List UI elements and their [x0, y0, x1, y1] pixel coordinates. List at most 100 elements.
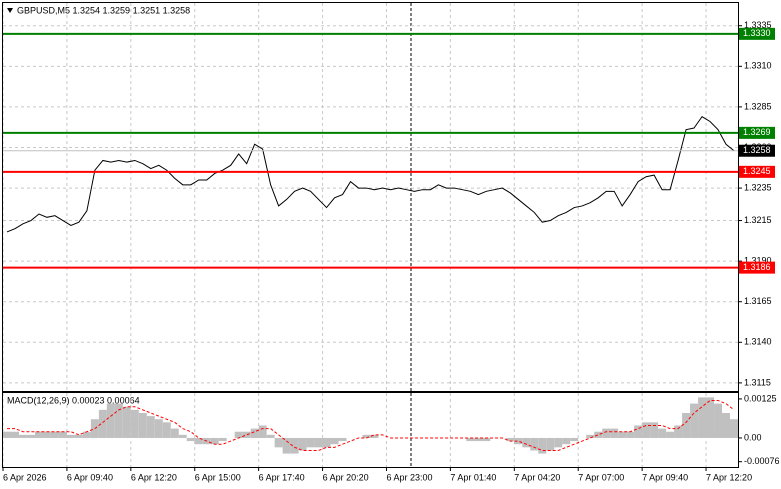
- macd-bar: [626, 431, 635, 438]
- macd-bar: [322, 437, 331, 448]
- macd-bar: [666, 431, 675, 438]
- macd-bar: [722, 412, 731, 438]
- macd-bar: [98, 409, 107, 438]
- macd-bar: [82, 431, 91, 438]
- y-tick-label: 1.3165: [744, 296, 772, 306]
- macd-bar: [562, 437, 571, 445]
- macd-bar: [306, 437, 315, 448]
- macd-bar: [58, 431, 67, 438]
- level-label-bg: [739, 165, 775, 178]
- level-label-bg: [739, 261, 775, 274]
- y-tick-label: 1.3285: [744, 101, 772, 111]
- macd-bar: [658, 428, 667, 438]
- y-tick-label: 1.3215: [744, 215, 772, 225]
- macd-bar: [634, 425, 643, 438]
- macd-bar: [594, 431, 603, 438]
- macd-bar: [298, 437, 307, 451]
- x-tick-label: 7 Apr 01:40: [450, 472, 496, 482]
- macd-bar: [698, 397, 707, 438]
- macd-bar: [602, 428, 611, 438]
- macd-bar: [194, 437, 203, 445]
- macd-bar: [218, 437, 227, 442]
- y-tick-label: 0.00: [744, 432, 762, 442]
- macd-bar: [234, 431, 243, 438]
- macd-bar: [618, 431, 627, 438]
- macd-bar: [162, 422, 171, 438]
- level-label: 1.3330: [743, 28, 771, 38]
- macd-bar: [66, 434, 75, 438]
- last-price-label: 1.3258: [743, 145, 771, 155]
- macd-bar: [138, 412, 147, 438]
- macd-bar: [690, 403, 699, 438]
- macd-bar: [106, 403, 115, 438]
- price-line: [6, 115, 735, 233]
- macd-bar: [266, 434, 275, 438]
- signal-line: [6, 399, 735, 451]
- macd-bar: [682, 412, 691, 438]
- y-tick-label: 1.3235: [744, 182, 772, 192]
- main-frame: [2, 2, 739, 392]
- macd-bar: [10, 431, 19, 438]
- macd-bar: [330, 437, 339, 445]
- macd-bar: [714, 403, 723, 438]
- macd-bar: [34, 431, 43, 438]
- y-tick-label: -0.00076: [744, 456, 780, 466]
- macd-bar: [362, 434, 371, 438]
- macd-bar: [258, 425, 267, 438]
- level-label: 1.3186: [743, 262, 771, 272]
- macd-bar: [522, 437, 531, 448]
- level-label-bg: [739, 126, 775, 139]
- macd-bar: [250, 428, 259, 438]
- x-tick-label: 6 Apr 2026: [3, 472, 47, 482]
- macd-bar: [210, 437, 219, 445]
- x-tick-label: 6 Apr 20:20: [323, 472, 369, 482]
- macd-bar: [370, 434, 379, 438]
- level-label-bg: [739, 27, 775, 40]
- y-tick-label: 0.00125: [744, 393, 777, 403]
- macd-bar: [546, 437, 555, 451]
- macd-bar: [130, 409, 139, 438]
- macd-bar: [674, 425, 683, 438]
- chart-title: GBPUSD,M5 1.3254 1.3259 1.3251 1.3258: [17, 5, 190, 15]
- y-tick-label: 1.3310: [744, 61, 772, 71]
- macd-bar: [282, 437, 291, 454]
- macd-bar: [482, 437, 491, 442]
- macd-bar: [290, 437, 299, 454]
- macd-bar: [650, 422, 659, 438]
- macd-bar: [50, 431, 59, 438]
- y-tick-label: 1.3115: [744, 377, 771, 387]
- macd-bar: [586, 434, 595, 438]
- x-tick-label: 7 Apr 12:20: [706, 472, 752, 482]
- macd-bar: [74, 434, 83, 438]
- macd-frame: [2, 392, 739, 468]
- last-price-bg: [739, 144, 775, 157]
- macd-bar: [42, 431, 51, 438]
- macd-title: MACD(12,26,9) 0.00023 0.00064: [7, 395, 140, 405]
- macd-bar: [610, 428, 619, 438]
- x-tick-label: 7 Apr 04:20: [514, 472, 560, 482]
- macd-bar: [730, 419, 738, 438]
- macd-bar: [146, 416, 155, 438]
- macd-bar: [122, 406, 131, 438]
- level-label: 1.3269: [743, 127, 771, 137]
- macd-bar: [530, 437, 539, 451]
- macd-bar: [506, 437, 515, 442]
- macd-bar: [3, 431, 11, 438]
- macd-bar: [18, 434, 27, 438]
- macd-bar: [114, 403, 123, 438]
- macd-bar: [338, 437, 347, 442]
- x-tick-label: 7 Apr 07:00: [578, 472, 624, 482]
- macd-bar: [274, 437, 283, 448]
- macd-bar: [706, 397, 715, 438]
- macd-bar: [314, 437, 323, 448]
- macd-bar: [170, 428, 179, 438]
- macd-bar: [554, 437, 563, 448]
- x-tick-label: 6 Apr 23:00: [386, 472, 432, 482]
- macd-bar: [538, 437, 547, 454]
- macd-bar: [154, 419, 163, 438]
- x-tick-label: 6 Apr 12:20: [131, 472, 177, 482]
- y-tick-label: 1.3335: [744, 20, 772, 30]
- x-tick-label: 6 Apr 17:40: [259, 472, 305, 482]
- y-tick-label: 1.3140: [744, 337, 772, 347]
